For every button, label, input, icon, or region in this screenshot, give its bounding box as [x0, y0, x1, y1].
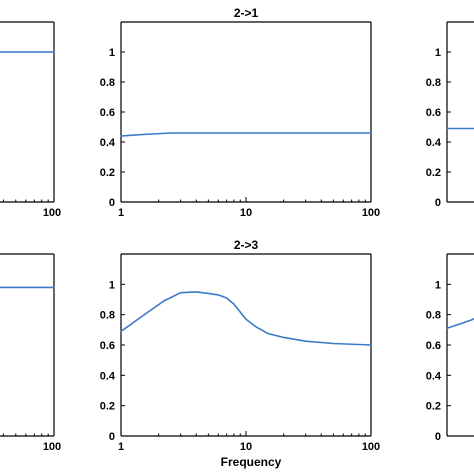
panel-bottom-left: 100: [0, 253, 61, 453]
panel-title: 2->1: [234, 6, 259, 20]
panel-top-middle: 2->1 0 0.2 0.4 0.6 0.8 1 1 10 100: [100, 6, 380, 219]
series-line: [120, 132, 372, 137]
y-tick-label: 1: [435, 279, 441, 291]
y-tick-label: 0.6: [100, 107, 115, 119]
series-line: [120, 291, 372, 346]
panel-top-right: 0 0.2 0.4 0.6 0.8 1: [426, 21, 474, 209]
x-tick-label: 10: [240, 441, 252, 453]
y-tick-label: 0.2: [100, 167, 115, 179]
x-tick-label: 10: [240, 207, 252, 219]
y-tick-label: 0.8: [426, 77, 441, 89]
x-tick-label: 100: [362, 207, 380, 219]
x-tick-label: 1: [118, 207, 124, 219]
y-tick-label: 0.6: [100, 340, 115, 352]
panel-top-left: 100: [0, 21, 61, 219]
y-tick-label: 0: [435, 197, 441, 209]
panel-bottom-middle: 2->3 0 0.2 0.4 0.6 0.8 1 1 10 100: [100, 238, 380, 453]
panel-bottom-right: 0 0.2 0.4 0.6 0.8 1: [426, 253, 474, 443]
y-tick-label: 1: [109, 47, 115, 59]
y-tick-label: 1: [109, 279, 115, 291]
x-tick-label: 1: [118, 441, 124, 453]
y-tick-label: 0.4: [426, 370, 442, 382]
y-tick-label: 0.4: [100, 370, 116, 382]
y-tick-label: 0.6: [426, 340, 441, 352]
y-tick-label: 0.2: [426, 167, 441, 179]
y-tick-label: 0.4: [100, 137, 116, 149]
panel-title: 2->3: [234, 238, 259, 252]
x-axis-label: Frequency: [221, 455, 282, 469]
x-tick-label: 100: [362, 441, 380, 453]
y-tick-label: 0.2: [426, 401, 441, 413]
y-tick-label: 0.2: [100, 401, 115, 413]
x-tick-label: 100: [43, 441, 61, 453]
series-line: [446, 318, 474, 330]
y-tick-label: 0: [109, 197, 115, 209]
x-tick-label: 100: [43, 207, 61, 219]
y-tick-label: 1: [435, 47, 441, 59]
y-tick-label: 0.6: [426, 107, 441, 119]
y-tick-label: 0.8: [426, 310, 441, 322]
y-tick-label: 0: [109, 431, 115, 443]
y-tick-label: 0.4: [426, 137, 442, 149]
y-tick-label: 0: [435, 431, 441, 443]
y-tick-label: 0.8: [100, 310, 115, 322]
y-tick-label: 0.8: [100, 77, 115, 89]
